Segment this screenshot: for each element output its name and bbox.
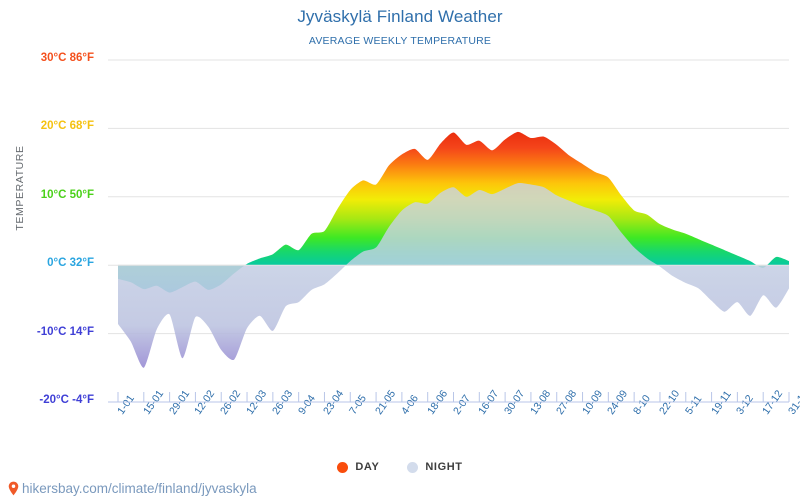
legend-item-day[interactable]: DAY: [337, 461, 379, 473]
legend-dot-day-icon: [337, 461, 349, 473]
y-axis-tick--20: -20°C -4°F: [39, 394, 94, 406]
legend-label-night: NIGHT: [425, 461, 463, 473]
page-title: Jyväskylä Finland Weather: [297, 7, 503, 26]
chart-legend: DAY NIGHT: [0, 461, 800, 473]
legend-label-day: DAY: [355, 461, 380, 473]
data-areas: [118, 131, 789, 368]
y-axis-tick--10: -10°C 14°F: [36, 325, 94, 338]
map-pin-icon: [8, 481, 19, 496]
legend-item-night[interactable]: NIGHT: [407, 461, 462, 473]
y-axis-tick-30: 30°C 86°F: [40, 52, 94, 64]
source-footer[interactable]: hikersbay.com/climate/finland/jyvaskyla: [8, 481, 257, 496]
y-axis-tick-0: 0°C 32°F: [47, 257, 94, 270]
night-area-negative: [118, 265, 789, 368]
x-axis-line: [108, 392, 790, 403]
y-axis-tick-20: 20°C 68°F: [40, 120, 94, 133]
page-subtitle: AVERAGE WEEKLY TEMPERATURE: [308, 35, 492, 47]
y-axis-tick-10: 10°C 50°F: [40, 188, 94, 201]
night-area-positive: [345, 183, 658, 266]
source-url: hikersbay.com/climate/finland/jyvaskyla: [22, 481, 257, 496]
legend-dot-night-icon: [407, 461, 419, 473]
